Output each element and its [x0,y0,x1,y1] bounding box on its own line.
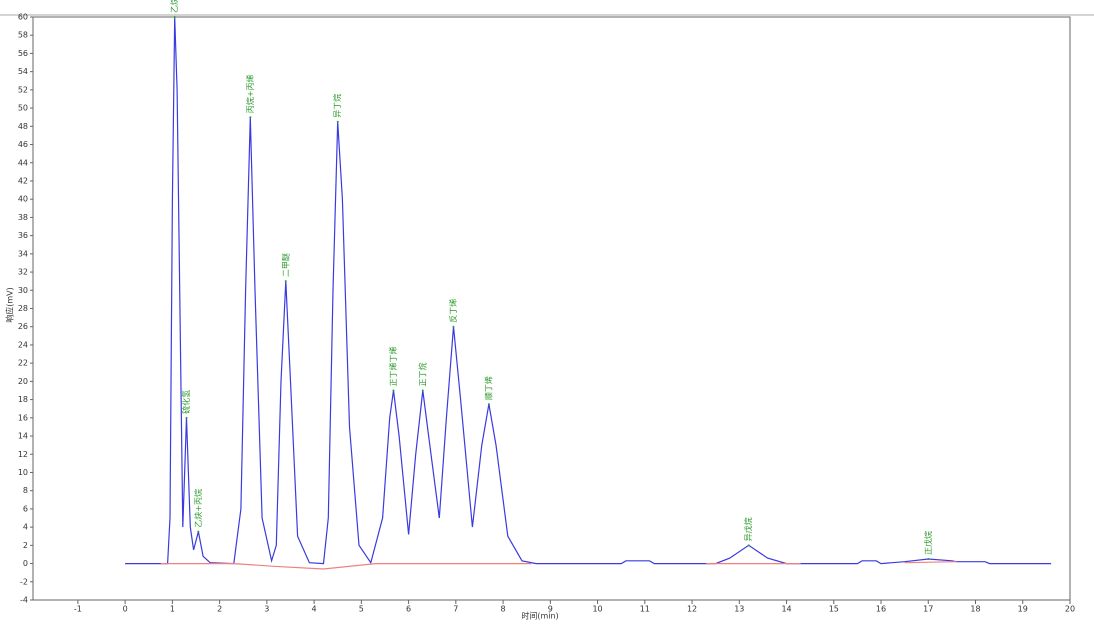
y-tick-label: 4 [23,523,28,532]
y-tick-label: 6 [23,504,28,513]
peak-marker [185,416,188,419]
plot-frame [32,16,1071,601]
peak-label: 乙烷+乙烯 [169,0,179,13]
x-tick-label: 8 [501,605,506,614]
y-tick-label: 50 [18,104,28,113]
y-tick-label: 14 [18,432,28,441]
peak-label: 顺丁烯 [483,376,493,400]
trace [125,16,1052,565]
y-tick-label: 2 [23,541,28,550]
y-tick-label: 56 [18,49,28,58]
y-tick-label: 24 [18,340,28,349]
peak-marker [747,544,750,547]
peak-marker [173,16,176,18]
y-tick-label: 26 [18,322,28,331]
y-tick-label: 52 [18,85,28,94]
y-tick-label: 40 [18,195,28,204]
x-tick-label: 20 [1065,605,1075,614]
y-tick-label: 42 [18,176,28,185]
x-tick-label: -1 [74,605,82,614]
x-tick-label: 2 [217,605,222,614]
peak-label: 正丁烷 [417,362,427,386]
x-tick-label: 19 [1018,605,1028,614]
y-axis-label: 响应(mV) [5,287,15,323]
peak-marker [284,280,287,283]
y-tick-label: 20 [18,377,28,386]
y-tick-label: 28 [18,304,28,313]
y-tick-label: 46 [18,140,28,149]
peak-marker [927,558,930,561]
x-tick-label: 4 [312,605,317,614]
peak-label: 异丁烷 [332,94,342,118]
y-tick-label: 10 [18,468,28,477]
y-tick-label: -4 [20,596,28,605]
y-tick-label: 8 [23,486,28,495]
x-tick-label: 0 [123,605,128,614]
y-tick-label: 30 [18,286,28,295]
peak-label: 二甲醚 [280,253,290,277]
x-tick-label: 11 [640,605,650,614]
peak-label: 正丁烯丁烯 [388,346,398,386]
y-tick-label: 60 [18,13,28,22]
y-tick-label: 12 [18,450,28,459]
y-tick-label: 16 [18,413,28,422]
x-tick-label: 13 [734,605,744,614]
peak-label: 反丁烯 [448,299,458,323]
x-tick-label: 10 [592,605,602,614]
peak-marker [452,325,455,328]
peak-label: 异戊烷 [743,517,753,541]
y-tick-label: 48 [18,122,28,131]
x-tick-label: 3 [264,605,269,614]
x-tick-label: 18 [970,605,980,614]
peak-marker [336,120,339,123]
peak-label: 乙炔+丙烷 [193,489,203,528]
peak-marker [249,116,252,119]
x-tick-label: 5 [359,605,364,614]
peak-marker [487,403,490,406]
y-tick-label: 58 [18,31,28,40]
y-tick-label: 38 [18,213,28,222]
peak-marker [392,389,395,392]
x-axis-label: 时间(min) [521,611,558,621]
x-tick-label: 1 [170,605,175,614]
y-tick-label: 18 [18,395,28,404]
y-tick-label: 22 [18,359,28,368]
x-tick-label: 12 [687,605,697,614]
y-tick-label: -2 [20,577,28,586]
x-tick-label: 6 [406,605,411,614]
peak-marker [197,530,200,533]
x-tick-label: 9 [548,605,553,614]
y-tick-label: 54 [18,67,28,76]
y-tick-label: 0 [23,559,28,568]
trace [160,561,957,570]
x-tick-label: 15 [829,605,839,614]
peak-marker [421,389,424,392]
x-tick-label: 16 [876,605,886,614]
y-tick-label: 44 [18,158,28,167]
y-tick-label: 34 [18,249,28,258]
peak-label: 硫化氢 [181,390,191,414]
x-tick-label: 17 [923,605,933,614]
y-tick-label: 36 [18,231,28,240]
x-tick-label: 14 [781,605,791,614]
x-tick-label: 7 [453,605,458,614]
peak-label: 丙烷+丙烯 [245,75,255,114]
y-tick-label: 32 [18,268,28,277]
peak-label: 正戊烷 [923,531,933,555]
